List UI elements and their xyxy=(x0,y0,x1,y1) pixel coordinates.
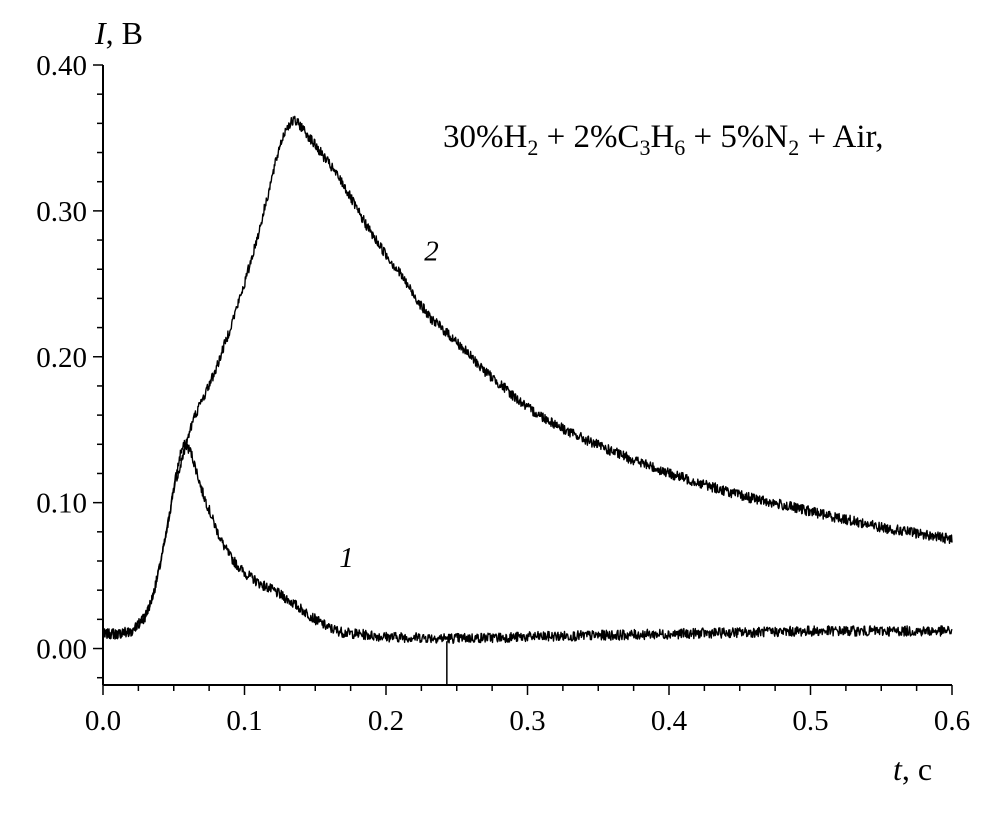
x-axis-variable: t xyxy=(893,751,903,787)
formula-annotation: 30%H2 + 2%C3H6 + 5%N2 + Air, xyxy=(443,119,883,160)
formula-part: H xyxy=(650,119,674,155)
ticks: 0.00 0.10 0.20 0.30 0.40 0.0 0.1 0.2 0.3 0.4 0.5 0.… xyxy=(36,50,970,737)
y-tick-label: 0.10 xyxy=(36,488,87,520)
series-2-line xyxy=(102,115,953,640)
x-tick-label: 0.1 xyxy=(226,705,262,737)
formula-subscript: 3 xyxy=(639,135,650,160)
x-tick-label: 0.0 xyxy=(85,705,121,737)
formula-part: + 5%N xyxy=(685,119,788,155)
y-axis-unit: , B xyxy=(106,15,143,51)
x-tick-label: 0.5 xyxy=(792,705,828,737)
series-1-label: 1 xyxy=(339,542,354,574)
labels: 12I, Bt, c30%H2 + 2%C3H6 + 5%N2 + Air, xyxy=(94,15,932,787)
y-axis-title: I, B xyxy=(94,15,143,51)
y-tick-label: 0.40 xyxy=(36,50,87,82)
x-tick-label: 0.3 xyxy=(509,705,545,737)
x-axis-unit: , c xyxy=(902,751,932,787)
formula-part: + 2%C xyxy=(538,119,639,155)
x-axis-title: t, c xyxy=(893,751,932,787)
y-tick-label: 0.20 xyxy=(36,342,87,374)
y-axis-variable: I xyxy=(94,15,107,51)
formula-subscript: 2 xyxy=(788,135,799,160)
formula-part: 30%H xyxy=(443,119,527,155)
series-2-label: 2 xyxy=(424,235,439,267)
formula-subscript: 2 xyxy=(527,135,538,160)
formula-part: + Air, xyxy=(799,119,883,155)
series-layer xyxy=(102,115,953,644)
x-tick-label: 0.2 xyxy=(368,705,404,737)
formula-subscript: 6 xyxy=(674,135,685,160)
x-tick-label: 0.6 xyxy=(934,705,970,737)
y-tick-label: 0.00 xyxy=(36,634,87,666)
x-tick-label: 0.4 xyxy=(651,705,688,737)
series-1-line xyxy=(102,439,953,644)
y-tick-label: 0.30 xyxy=(36,196,87,228)
